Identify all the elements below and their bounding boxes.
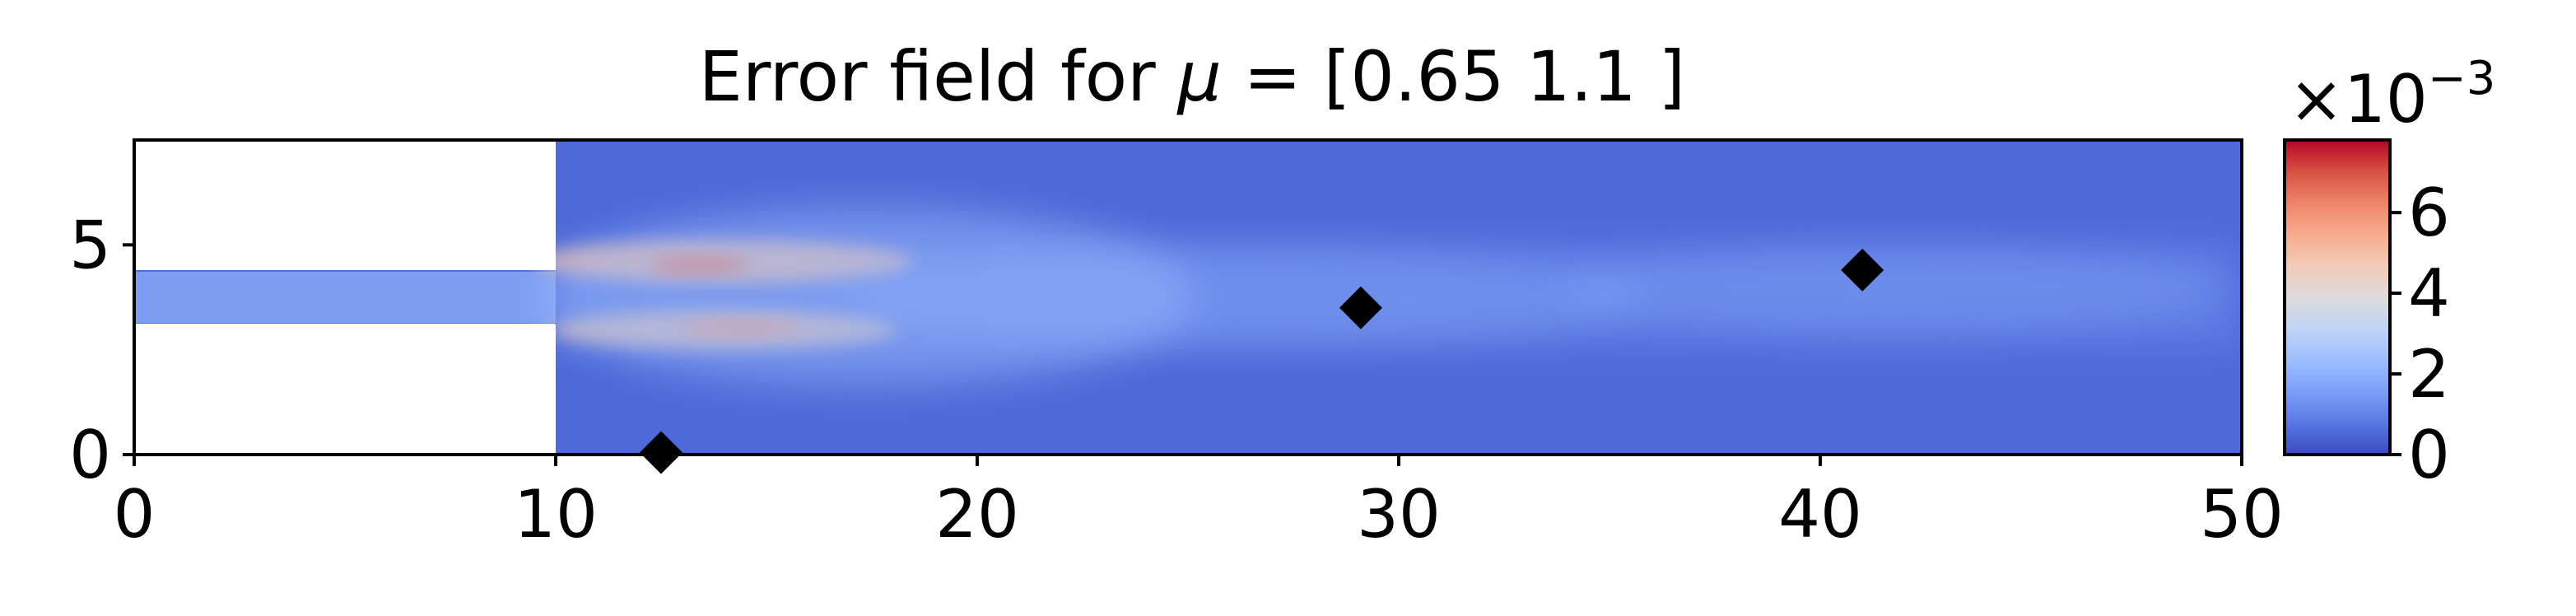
sensor-marker: [1339, 286, 1382, 329]
colorbar-scale-exponent: −3: [2428, 52, 2496, 105]
y-axis: 05: [69, 207, 134, 493]
colorbar-tick-label: 0: [2408, 417, 2450, 493]
x-tick-label: 40: [1778, 476, 1862, 553]
colorbar-gradient: [2283, 138, 2392, 456]
x-tick-label: 30: [1357, 476, 1441, 553]
chart-title-prefix: Error field for: [699, 36, 1178, 117]
chart-title: Error field for μ = [0.65 1.1 ]: [699, 36, 1685, 117]
plot-frame: [133, 138, 2243, 456]
sensor-markers: [640, 248, 1884, 474]
colorbar-tick-label: 2: [2408, 336, 2450, 413]
colorbar-scale-label: ×10−3: [2289, 52, 2495, 138]
sensor-marker: [1841, 248, 1884, 292]
chart-title-suffix: = [0.65 1.1 ]: [1222, 36, 1685, 117]
x-axis: 0 10 20 30 40 50: [114, 455, 2284, 553]
x-tick-label: 50: [2200, 476, 2284, 553]
y-tick-label: 5: [69, 207, 111, 283]
inlet-mask-bottom: [136, 324, 556, 453]
chart-title-symbol: μ: [1176, 36, 1221, 117]
colorbar-scale-prefix: ×10: [2289, 61, 2428, 138]
colorbar-tick-label: 4: [2408, 255, 2450, 332]
colorbar-tick-label: 6: [2408, 175, 2450, 251]
y-tick-label: 0: [69, 417, 111, 493]
inlet-mask-top: [136, 142, 556, 270]
x-tick-label: 20: [935, 476, 1019, 553]
sensor-marker: [640, 431, 682, 474]
x-tick-label: 0: [114, 476, 156, 553]
x-tick-label: 10: [514, 476, 598, 553]
